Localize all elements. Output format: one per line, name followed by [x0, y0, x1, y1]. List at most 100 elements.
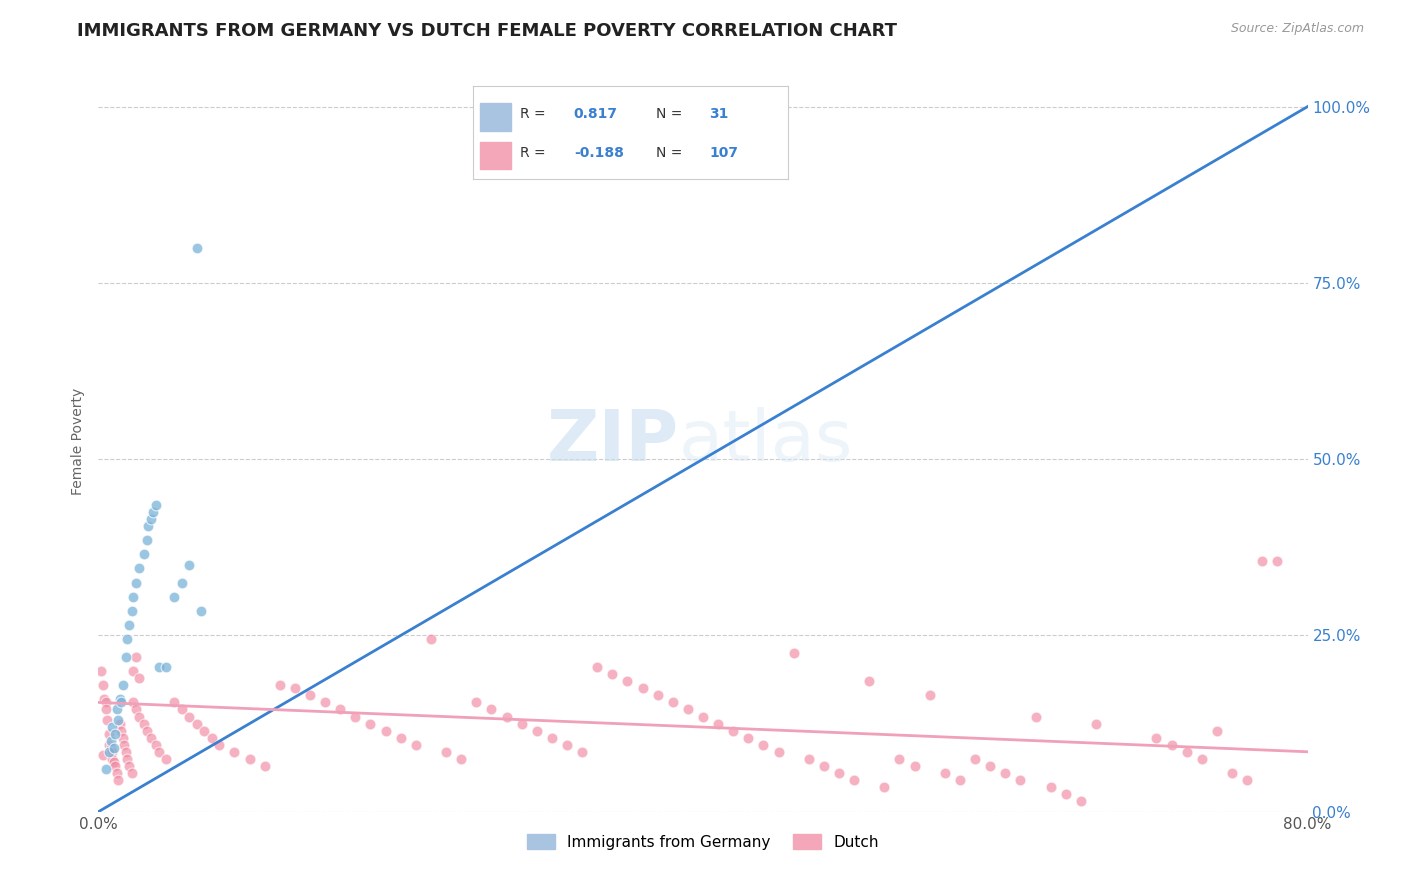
- Point: [111, 731, 134, 745]
- Point: [540, 731, 562, 745]
- Point: [94, 695, 117, 709]
- Point: [631, 681, 654, 696]
- Point: [965, 752, 987, 766]
- Point: [329, 702, 352, 716]
- Point: [1085, 716, 1108, 731]
- Point: [115, 632, 138, 646]
- Y-axis label: Female Poverty: Female Poverty: [72, 388, 86, 495]
- Point: [692, 709, 714, 723]
- Point: [979, 759, 1001, 773]
- Point: [1236, 772, 1258, 787]
- Point: [94, 702, 117, 716]
- Point: [108, 692, 131, 706]
- Point: [1144, 731, 1167, 745]
- Point: [873, 780, 896, 794]
- Point: [148, 660, 170, 674]
- Text: atlas: atlas: [679, 407, 853, 476]
- Point: [145, 498, 167, 512]
- Point: [495, 709, 517, 723]
- Point: [100, 734, 122, 748]
- Point: [586, 660, 609, 674]
- Point: [121, 604, 143, 618]
- Point: [949, 772, 972, 787]
- Point: [918, 689, 941, 703]
- Point: [108, 716, 131, 731]
- Point: [186, 241, 208, 255]
- Point: [374, 723, 396, 738]
- Point: [98, 745, 121, 759]
- Point: [434, 745, 457, 759]
- Point: [107, 713, 129, 727]
- Point: [1010, 772, 1032, 787]
- Point: [107, 772, 129, 787]
- Point: [101, 720, 124, 734]
- Point: [813, 759, 835, 773]
- Point: [121, 766, 143, 780]
- Point: [299, 689, 322, 703]
- Point: [141, 731, 163, 745]
- Point: [122, 664, 145, 678]
- Point: [112, 738, 135, 752]
- Point: [94, 763, 117, 777]
- Point: [1191, 752, 1213, 766]
- Point: [125, 575, 148, 590]
- Point: [1220, 766, 1243, 780]
- Point: [105, 702, 128, 716]
- Point: [239, 752, 262, 766]
- Point: [128, 709, 150, 723]
- Point: [1039, 780, 1062, 794]
- Point: [93, 692, 115, 706]
- Point: [661, 695, 683, 709]
- Point: [994, 766, 1017, 780]
- Point: [465, 695, 488, 709]
- Point: [103, 741, 125, 756]
- Point: [783, 646, 806, 660]
- Point: [170, 702, 193, 716]
- Point: [98, 727, 121, 741]
- Point: [170, 575, 193, 590]
- Legend: Immigrants from Germany, Dutch: Immigrants from Germany, Dutch: [522, 828, 884, 856]
- Point: [104, 759, 127, 773]
- Point: [707, 716, 730, 731]
- Point: [555, 738, 578, 752]
- Text: ZIP: ZIP: [547, 407, 679, 476]
- Point: [510, 716, 533, 731]
- Point: [314, 695, 336, 709]
- Point: [201, 731, 224, 745]
- Point: [115, 752, 138, 766]
- Point: [145, 738, 167, 752]
- Point: [344, 709, 367, 723]
- Point: [135, 723, 157, 738]
- Point: [571, 745, 593, 759]
- Point: [90, 664, 112, 678]
- Point: [1175, 745, 1198, 759]
- Point: [360, 716, 382, 731]
- Point: [828, 766, 851, 780]
- Point: [91, 678, 114, 692]
- Point: [142, 505, 165, 519]
- Point: [797, 752, 820, 766]
- Point: [602, 667, 624, 681]
- Point: [858, 674, 880, 689]
- Point: [1251, 554, 1274, 568]
- Point: [723, 723, 745, 738]
- Point: [190, 604, 212, 618]
- Point: [616, 674, 638, 689]
- Point: [111, 678, 134, 692]
- Point: [155, 660, 177, 674]
- Point: [110, 695, 132, 709]
- Point: [1267, 554, 1289, 568]
- Point: [122, 590, 145, 604]
- Point: [114, 745, 136, 759]
- Point: [141, 512, 163, 526]
- Point: [148, 745, 170, 759]
- Point: [420, 632, 443, 646]
- Point: [224, 745, 246, 759]
- Point: [163, 695, 186, 709]
- Point: [481, 702, 503, 716]
- Point: [179, 558, 201, 572]
- Point: [91, 748, 114, 763]
- Point: [103, 756, 125, 770]
- Point: [647, 689, 669, 703]
- Point: [450, 752, 472, 766]
